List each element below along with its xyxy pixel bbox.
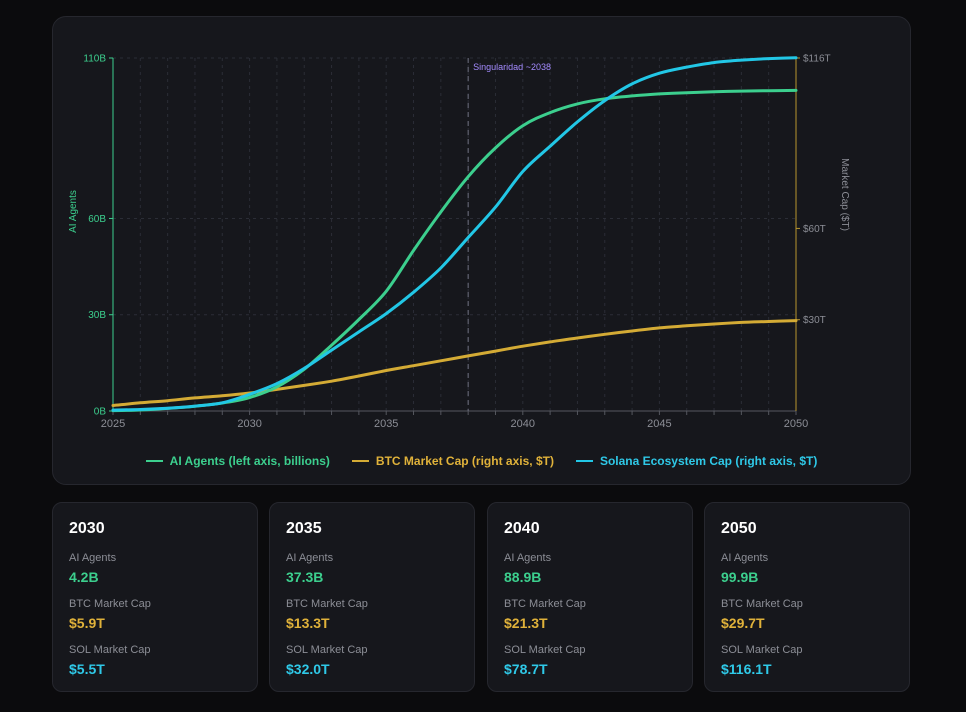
- stat-btc-value: $29.7T: [721, 615, 765, 631]
- x-tick-label: 2040: [511, 418, 535, 430]
- legend-label-sol: Solana Ecosystem Cap (right axis, $T): [599, 454, 818, 468]
- legend-item-sol[interactable]: Solana Ecosystem Cap (right axis, $T): [575, 454, 818, 468]
- stat-card-year: 2040: [504, 520, 540, 537]
- stat-sol-label: SOL Market Cap: [286, 644, 368, 656]
- stat-sol-value: $116.1T: [721, 661, 772, 677]
- stat-card-year: 2030: [69, 520, 105, 537]
- stat-btc-label: BTC Market Cap: [504, 598, 586, 610]
- series-line-sol: [111, 56, 798, 412]
- legend-item-agents[interactable]: AI Agents (left axis, billions): [145, 454, 330, 468]
- legend-label-btc: BTC Market Cap (right axis, $T): [375, 454, 554, 468]
- stat-sol-label: SOL Market Cap: [504, 644, 586, 656]
- chart-card: 2025 2030 2035 2040 2045 2050 0B 30B 60B 110B $30T…: [52, 16, 911, 485]
- left-tick-label: 0B: [94, 407, 107, 418]
- legend-swatch-btc: [351, 460, 369, 462]
- stat-sol-value: $5.5T: [69, 661, 105, 677]
- x-tick-label: 2030: [237, 418, 261, 430]
- left-axis-title: AI Agents: [68, 190, 79, 233]
- stat-card-2050: 2050 AI Agents 99.9B BTC Market Cap $29.…: [704, 502, 910, 692]
- stat-agents-label: AI Agents: [286, 552, 334, 564]
- singularity-label: Singularidad ~2038: [473, 62, 551, 72]
- stat-sol-value: $78.7T: [504, 661, 548, 677]
- stat-agents-value: 37.3B: [286, 569, 324, 585]
- right-axis-title: Market Cap ($T): [839, 158, 850, 231]
- right-tick-label: $30T: [803, 315, 826, 326]
- stat-agents-value: 88.9B: [504, 569, 542, 585]
- stat-btc-value: $13.3T: [286, 615, 330, 631]
- series-line-btc: [111, 319, 798, 408]
- legend-label-agents: AI Agents (left axis, billions): [169, 454, 330, 468]
- stat-card-year: 2035: [286, 520, 322, 537]
- series-line-agents: [111, 88, 798, 413]
- stat-sol-value: $32.0T: [286, 661, 330, 677]
- stat-agents-label: AI Agents: [69, 552, 117, 564]
- stat-sol-label: SOL Market Cap: [721, 644, 803, 656]
- legend-swatch-sol: [575, 460, 593, 462]
- stat-btc-label: BTC Market Cap: [286, 598, 368, 610]
- stat-agents-value: 99.9B: [721, 569, 759, 585]
- left-tick-label: 30B: [88, 310, 106, 321]
- chart-legend: AI Agents (left axis, billions) BTC Mark…: [53, 454, 910, 468]
- left-tick-label: 110B: [83, 54, 106, 65]
- stat-card-year: 2050: [721, 520, 757, 537]
- stat-card-2040: 2040 AI Agents 88.9B BTC Market Cap $21.…: [487, 502, 693, 692]
- x-tick-label: 2050: [784, 418, 808, 430]
- x-tick-label: 2025: [101, 418, 125, 430]
- legend-item-btc[interactable]: BTC Market Cap (right axis, $T): [351, 454, 554, 468]
- stat-btc-value: $5.9T: [69, 615, 105, 631]
- stat-sol-label: SOL Market Cap: [69, 644, 151, 656]
- x-tick-label: 2035: [374, 418, 398, 430]
- stat-agents-value: 4.2B: [69, 569, 99, 585]
- stat-btc-value: $21.3T: [504, 615, 548, 631]
- stat-btc-label: BTC Market Cap: [721, 598, 803, 610]
- stat-card-2030: 2030 AI Agents 4.2B BTC Market Cap $5.9T…: [52, 502, 258, 692]
- legend-swatch-agents: [145, 460, 163, 462]
- stat-btc-label: BTC Market Cap: [69, 598, 151, 610]
- chart-plot: 2025 2030 2035 2040 2045 2050 0B 30B 60B 110B $30T…: [68, 54, 850, 431]
- left-tick-label: 60B: [88, 214, 106, 225]
- stat-agents-label: AI Agents: [721, 552, 769, 564]
- stat-agents-label: AI Agents: [504, 552, 552, 564]
- x-tick-label: 2045: [647, 418, 671, 430]
- stat-card-2035: 2035 AI Agents 37.3B BTC Market Cap $13.…: [269, 502, 475, 692]
- right-tick-label: $116T: [803, 54, 831, 65]
- right-tick-label: $60T: [803, 224, 826, 235]
